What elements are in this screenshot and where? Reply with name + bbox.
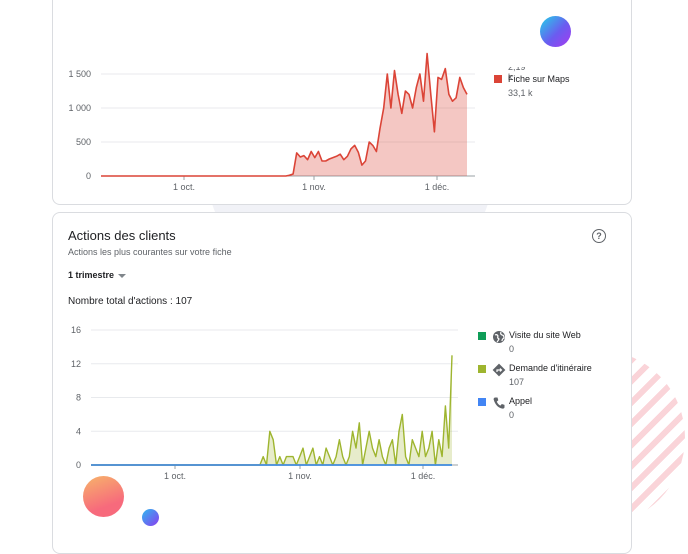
y-tick-label: 8 — [76, 393, 81, 403]
legend-maps-value: 33,1 k — [508, 88, 533, 98]
decorative-ball — [83, 476, 124, 517]
y-tick-label: 0 — [76, 460, 81, 470]
x-tick-label: 1 oct. — [164, 471, 186, 481]
phone-icon — [493, 397, 505, 409]
series-area — [91, 355, 452, 465]
y-tick-label: 16 — [71, 325, 81, 335]
x-tick-label: 1 nov. — [302, 182, 326, 192]
y-tick-label: 12 — [71, 359, 81, 369]
period-dropdown[interactable]: 1 trimestre — [68, 270, 127, 280]
globe-icon — [493, 331, 505, 343]
decorative-ball — [142, 509, 159, 526]
customer-actions-chart: 0 4 8 12 16 1 oct. 1 nov. 1 déc. — [71, 325, 458, 481]
y-tick-label: 1 500 — [68, 69, 91, 79]
x-tick-label: 1 déc. — [425, 182, 450, 192]
maps-views-card: 0 500 1 000 1 500 1 oct. 1 nov. 1 déc. — [52, 0, 632, 205]
y-tick-label: 500 — [76, 137, 91, 147]
y-tick-label: 1 000 — [68, 103, 91, 113]
legend-call-value: 0 — [509, 410, 515, 420]
card-title: Actions des clients — [68, 228, 176, 243]
y-tick-label: 0 — [86, 171, 91, 181]
legend-directions-swatch — [478, 365, 486, 373]
legend-call-swatch — [478, 398, 486, 406]
maps-views-chart: 0 500 1 000 1 500 1 oct. 1 nov. 1 déc. — [68, 52, 475, 192]
customer-actions-card: 0 4 8 12 16 1 oct. 1 nov. 1 déc. — [52, 212, 632, 554]
period-label: 1 trimestre — [68, 270, 115, 280]
x-tick-label: 1 déc. — [411, 471, 436, 481]
card-subtitle: Actions les plus courantes sur votre fic… — [68, 247, 232, 257]
decorative-ball — [540, 16, 571, 47]
legend-maps-swatch — [494, 75, 502, 83]
legend-maps-cut-value: 2,19 k — [508, 62, 526, 82]
legend-maps-label: Fiche sur Maps — [508, 74, 570, 84]
series-line — [101, 52, 468, 177]
legend-directions-value: 107 — [509, 377, 525, 387]
x-tick-label: 1 oct. — [173, 182, 195, 192]
legend-call-label: Appel — [509, 396, 533, 406]
total-actions: Nombre total d'actions : 107 — [68, 296, 193, 307]
chevron-down-icon — [118, 273, 127, 278]
x-tick-label: 1 nov. — [288, 471, 312, 481]
legend-website-swatch — [478, 332, 486, 340]
legend-website-label: Visite du site Web — [509, 330, 581, 340]
y-tick-label: 4 — [76, 426, 81, 436]
help-icon[interactable]: ? — [592, 229, 606, 243]
series-area — [101, 53, 467, 176]
legend-directions-label: Demande d'itinéraire — [509, 363, 592, 373]
legend-website-value: 0 — [509, 344, 515, 354]
directions-icon — [492, 363, 506, 377]
